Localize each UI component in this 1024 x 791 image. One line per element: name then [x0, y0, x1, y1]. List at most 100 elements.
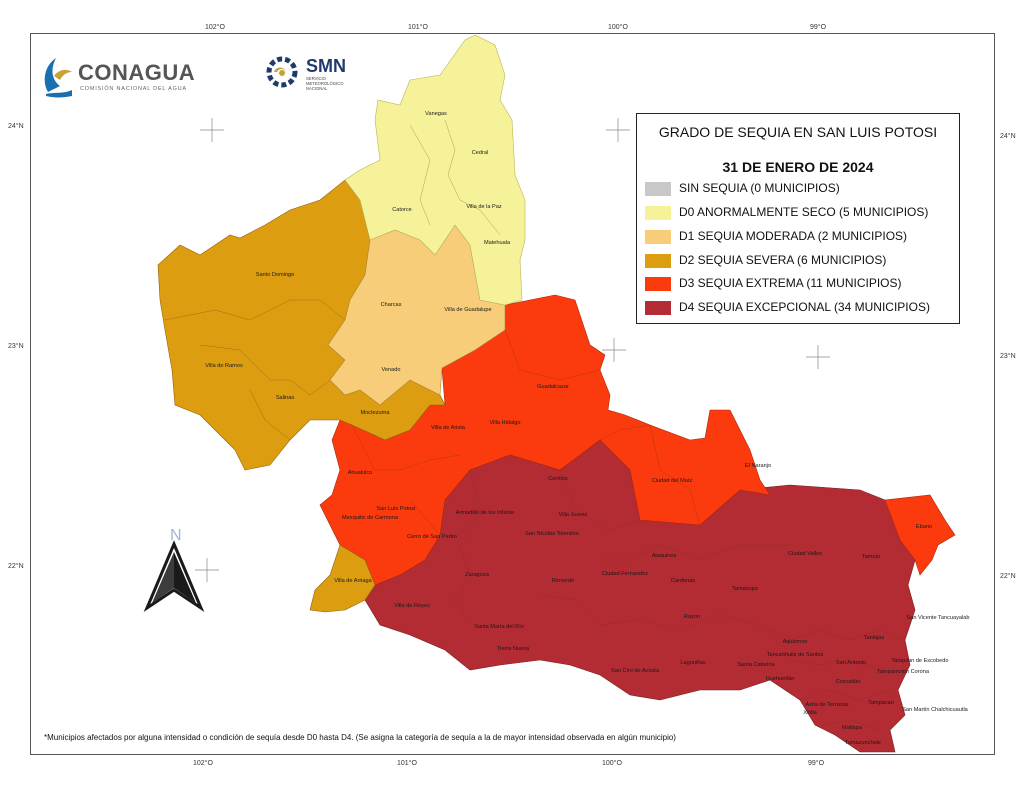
muni-label: Villa Juarez	[559, 512, 588, 518]
muni-label: Huehuetlán	[766, 676, 795, 682]
muni-label: Moctezuma	[361, 410, 391, 416]
muni-label: Villa de Guadalupe	[444, 307, 491, 313]
region-d0-anormalmente-seco	[344, 34, 526, 306]
muni-label: Zaragoza	[465, 572, 490, 578]
muni-label: Villa de la Paz	[466, 204, 502, 210]
muni-label: El Naranjo	[745, 463, 771, 469]
north-label: N	[170, 527, 182, 544]
muni-label: Tierra Nueva	[497, 646, 530, 652]
grid-label-left: 24°N	[8, 123, 24, 130]
muni-label: Cerro de San Pedro	[407, 534, 457, 540]
legend-swatch	[645, 254, 671, 268]
legend-item: SIN SEQUIA (0 MUNICIPIOS)	[645, 179, 955, 199]
legend-item: D4 SEQUIA EXCEPCIONAL (34 MUNICIPIOS)	[645, 298, 955, 318]
muni-label: San Nicolás Tolentino	[525, 531, 579, 537]
muni-label: Tamasopo	[732, 586, 758, 592]
smn-subtitle: SERVICIO METEOROLÓGICO NACIONAL	[306, 76, 344, 91]
legend-swatch	[645, 206, 671, 220]
muni-label: Ahualulco	[348, 470, 373, 476]
muni-label: San Antonio	[836, 660, 866, 666]
muni-label: Mexquitic de Carmona	[342, 515, 399, 521]
grid-label-bottom: 101°O	[397, 760, 417, 767]
region-d3-ebano	[884, 494, 956, 576]
muni-label: Alaquines	[652, 553, 677, 559]
muni-label: Tamuín	[862, 554, 880, 560]
region-d2-villa-de-arriaga	[309, 544, 376, 613]
muni-label: San Ciro de Acosta	[611, 668, 660, 674]
muni-label: San Martín Chalchicuautla	[902, 707, 968, 713]
legend-label: SIN SEQUIA (0 MUNICIPIOS)	[679, 181, 840, 195]
muni-label: Vanegas	[425, 111, 447, 117]
legend-title: GRADO DE SEQUIA EN SAN LUIS POTOSI	[658, 124, 938, 140]
legend-item: D2 SEQUIA SEVERA (6 MUNICIPIOS)	[645, 251, 955, 271]
legend-swatch	[645, 301, 671, 315]
muni-label: Tampacan	[868, 700, 894, 706]
legend-item: D0 ANORMALMENTE SECO (5 MUNICIPIOS)	[645, 203, 955, 223]
conagua-logo-icon	[44, 58, 72, 98]
grid-label-right: 24°N	[1000, 133, 1016, 140]
legend-swatch	[645, 230, 671, 244]
muni-label: Ciudad Valles	[788, 551, 822, 557]
muni-label: Venado	[382, 367, 401, 373]
grid-label-top: 101°O	[408, 24, 428, 31]
muni-label: Santa Catarina	[737, 662, 775, 668]
muni-label: Tamazunchale	[845, 740, 881, 746]
legend-label: D3 SEQUIA EXTREMA (11 MUNICIPIOS)	[679, 276, 902, 290]
muni-label: Tancanhuitz de Santos	[767, 652, 824, 658]
muni-label: Villa de Arista	[431, 425, 466, 431]
muni-label: Villa de Ramos	[205, 363, 243, 369]
grid-label-bottom: 99°O	[808, 760, 825, 767]
grid-label-bottom: 100°O	[602, 760, 622, 767]
legend-item: D1 SEQUIA MODERADA (2 MUNICIPIOS)	[645, 227, 955, 247]
muni-label: Cedral	[472, 150, 488, 156]
muni-label: Tanlajas	[864, 635, 885, 641]
legend-item: D3 SEQUIA EXTREMA (11 MUNICIPIOS)	[645, 274, 955, 294]
footnote: *Municipios afectados por alguna intensi…	[44, 733, 676, 742]
legend-label: D4 SEQUIA EXCEPCIONAL (34 MUNICIPIOS)	[679, 300, 930, 314]
muni-label: Tanquian de Escobedo	[892, 658, 949, 664]
legend-label: D2 SEQUIA SEVERA (6 MUNICIPIOS)	[679, 253, 887, 267]
muni-label: Villa Hidalgo	[490, 420, 521, 426]
legend-label: D1 SEQUIA MODERADA (2 MUNICIPIOS)	[679, 229, 908, 243]
muni-label: Matlapa	[842, 725, 863, 731]
conagua-name: CONAGUA	[78, 60, 196, 85]
muni-label: Villa de Reyes	[394, 603, 430, 609]
muni-label: Ebano	[916, 524, 932, 530]
municipality-labels: Vanegas Cedral Catorce Villa de la Paz M…	[205, 111, 969, 746]
muni-label: Ciudad del Maíz	[652, 478, 693, 484]
legend-date: 31 DE ENERO DE 2024	[722, 159, 874, 175]
legend-swatch	[645, 182, 671, 196]
muni-label: Armadillo de los Infante	[456, 510, 514, 516]
municipal-borders	[164, 119, 906, 731]
grid-label-left: 23°N	[8, 343, 24, 350]
smn-logo-icon	[266, 56, 298, 88]
muni-label: Tampamolón Corona	[877, 669, 930, 675]
grid-label-top: 102°O	[205, 24, 225, 31]
conagua-subtitle: COMISIÓN NACIONAL DEL AGUA	[80, 86, 187, 92]
muni-label: Rayon	[684, 614, 700, 620]
muni-label: Aquismon	[783, 639, 808, 645]
muni-label: Cerritos	[548, 476, 568, 482]
grid-label-bottom: 102°O	[193, 760, 213, 767]
legend-label: D0 ANORMALMENTE SECO (5 MUNICIPIOS)	[679, 205, 929, 219]
muni-label: Cardenas	[671, 578, 695, 584]
muni-label: Matehuala	[484, 240, 511, 246]
legend-swatch	[645, 277, 671, 291]
muni-label: Charcas	[381, 302, 402, 308]
muni-label: Ciudad Fernandez	[602, 571, 648, 577]
grid-label-top: 99°O	[810, 24, 827, 31]
muni-label: Salinas	[276, 395, 295, 401]
muni-label: Villa de Arriaga	[334, 578, 372, 584]
muni-label: Catorce	[392, 207, 412, 213]
muni-label: San Luis Potosí	[376, 506, 416, 512]
muni-label: Santo Domingo	[256, 272, 295, 278]
smn-name: SMN	[306, 56, 346, 76]
muni-label: Axtla de Terrazas	[805, 702, 848, 708]
grid-label-right: 22°N	[1000, 573, 1016, 580]
muni-label: Santa María del Río	[474, 624, 524, 630]
muni-label: Coxcatlán	[836, 679, 861, 685]
muni-label: Guadalcazar	[537, 384, 569, 390]
muni-label: Lagunillas	[680, 660, 705, 666]
region-d3-extrema	[319, 294, 771, 586]
muni-label: San Vicente Tancuayalab	[907, 615, 970, 621]
